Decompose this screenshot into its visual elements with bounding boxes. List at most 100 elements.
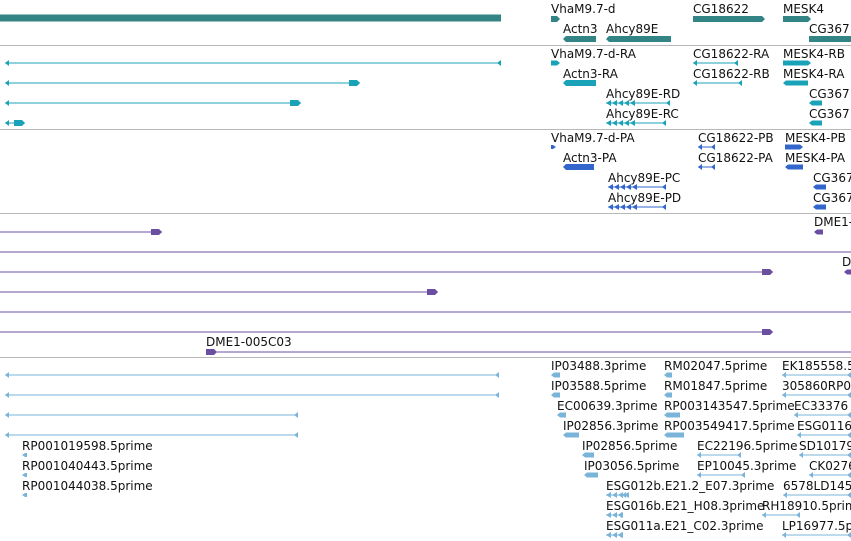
est-esg0116-glyph[interactable]	[797, 432, 851, 438]
ncbi-line-4[interactable]	[5, 120, 25, 126]
est-rp001019598-glyph[interactable]	[22, 453, 27, 457]
est-line-1[interactable]	[5, 372, 499, 378]
est-ec33376-glyph[interactable]	[794, 412, 851, 418]
ncbi-cg367-b-glyph[interactable]	[809, 100, 822, 106]
label-rp003549417: RP003549417.5prime	[664, 419, 795, 433]
label-cg367-d: CG367	[813, 171, 851, 185]
label-d-right: D	[842, 255, 851, 269]
fb-mesk4-pa-glyph[interactable]	[785, 164, 803, 170]
fb-ahcy89e-pd-glyph[interactable]	[608, 204, 666, 210]
est-rp003549417-glyph[interactable]	[664, 432, 684, 438]
track-divider	[0, 357, 851, 358]
label-mesk4-pa: MESK4-PA	[785, 151, 846, 165]
track-divider	[0, 213, 851, 214]
label-6578ld145: 6578LD145	[783, 479, 851, 493]
label-ec006393: EC00639.3prime	[557, 399, 658, 413]
ncbi-ahcy89e-rd-glyph[interactable]	[606, 100, 670, 106]
est-ec006393-glyph[interactable]	[557, 412, 566, 418]
fb-cg18622-pb-glyph[interactable]	[698, 144, 715, 150]
label-cg367-e: CG367	[813, 191, 851, 205]
est-esg012b-glyph[interactable]	[606, 492, 629, 498]
gene-cg18622-glyph[interactable]	[693, 16, 765, 22]
label-ip028563: IP02856.3prime	[563, 419, 659, 433]
ncbi-vham97d-ra-glyph[interactable]	[551, 60, 560, 66]
fb-vham97d-pa-glyph[interactable]	[551, 145, 556, 149]
dme-line-3[interactable]	[0, 269, 773, 275]
fb-mesk4-pb-glyph[interactable]	[785, 144, 803, 150]
est-ep100453-glyph[interactable]	[697, 472, 745, 478]
fb-cg367-e-glyph[interactable]	[813, 204, 826, 210]
label-dme1-005c03: DME1-005C03	[206, 335, 292, 349]
est-ck0276-glyph[interactable]	[809, 472, 851, 478]
est-305860-glyph[interactable]	[782, 392, 851, 398]
ncbi-line-3[interactable]	[5, 100, 301, 106]
label-ck0276: CK0276	[809, 459, 851, 473]
gene-actn3-glyph[interactable]	[563, 36, 596, 42]
ncbi-cg367-c-glyph[interactable]	[809, 120, 822, 126]
est-6578ld145-glyph[interactable]	[783, 492, 851, 498]
ncbi-actn3-ra-glyph[interactable]	[563, 80, 596, 86]
est-lp16977-glyph[interactable]	[782, 532, 851, 538]
label-cg367-c: CG367	[809, 107, 850, 121]
est-ec221965-glyph[interactable]	[697, 452, 741, 458]
est-esg016b-glyph[interactable]	[606, 512, 623, 518]
dme-line-6[interactable]	[0, 329, 773, 335]
est-ip028565-glyph[interactable]	[582, 452, 594, 458]
est-rm020475-glyph[interactable]	[664, 372, 672, 378]
label-rp003143547: RP003143547.5prime	[664, 399, 795, 413]
est-rp003143547-glyph[interactable]	[664, 412, 680, 418]
est-esg011a-glyph[interactable]	[606, 532, 623, 538]
label-actn3-ra: Actn3-RA	[563, 67, 618, 81]
fb-cg18622-pa-glyph[interactable]	[698, 164, 715, 170]
ncbi-ahcy89e-rc-glyph[interactable]	[606, 120, 666, 126]
label-mesk4: MESK4	[783, 2, 825, 16]
est-ip028563-glyph[interactable]	[563, 432, 579, 438]
label-ahcy89e-pd: Ahcy89E-PD	[608, 191, 682, 205]
fb-actn3-pa-glyph[interactable]	[563, 164, 594, 170]
est-rm018475-glyph[interactable]	[664, 392, 672, 398]
gene-vham97d-glyph[interactable]	[551, 16, 560, 22]
ncbi-mesk4-ra-glyph[interactable]	[783, 80, 808, 86]
label-vham97d: VhaM9.7-d	[551, 2, 616, 16]
label-cg367-b: CG367	[809, 87, 850, 101]
fb-ahcy89e-pc-glyph[interactable]	[608, 184, 666, 190]
ncbi-cg18622-ra-glyph[interactable]	[693, 60, 738, 66]
label-ek185558: EK185558.5	[782, 359, 851, 373]
label-ec221965: EC22196.5prime	[697, 439, 798, 453]
fb-cg367-d-glyph[interactable]	[813, 184, 826, 190]
label-ec33376: EC33376	[794, 399, 849, 413]
dme-line-1[interactable]	[0, 229, 162, 235]
est-rh18910-glyph[interactable]	[762, 512, 800, 518]
dme-d-glyph[interactable]	[844, 269, 851, 275]
est-ip030565-glyph[interactable]	[584, 472, 598, 478]
ncbi-line-1[interactable]	[5, 60, 501, 66]
gene-bar-long[interactable]	[0, 14, 501, 22]
ncbi-line-2[interactable]	[5, 80, 360, 86]
dme-line-7[interactable]	[206, 349, 851, 355]
gene-mesk4-glyph[interactable]	[783, 16, 811, 22]
gene-ahcy89e-glyph[interactable]	[606, 36, 671, 42]
label-305860: 305860RP0	[782, 379, 851, 393]
est-rp001044038-glyph[interactable]	[22, 493, 27, 497]
label-ip028565: IP02856.5prime	[582, 439, 678, 453]
label-actn3-pa: Actn3-PA	[563, 151, 617, 165]
gene-cg367-glyph[interactable]	[809, 36, 851, 42]
ncbi-mesk4-rb-glyph[interactable]	[783, 60, 811, 66]
ncbi-cg18622-rb-glyph[interactable]	[693, 80, 742, 86]
dme-dme1-top-glyph[interactable]	[814, 229, 823, 235]
est-line-2[interactable]	[5, 392, 499, 398]
est-line-4[interactable]	[5, 432, 298, 438]
est-line-3[interactable]	[5, 412, 298, 418]
est-ip035883-glyph[interactable]	[551, 392, 560, 398]
est-ip034883-glyph[interactable]	[551, 372, 560, 378]
label-rp001019598: RP001019598.5prime	[22, 439, 153, 453]
dme-line-4[interactable]	[0, 289, 438, 295]
est-rp001040443-glyph[interactable]	[22, 473, 27, 477]
est-sd10179-glyph[interactable]	[799, 452, 851, 458]
est-ek185558-glyph[interactable]	[782, 372, 851, 378]
